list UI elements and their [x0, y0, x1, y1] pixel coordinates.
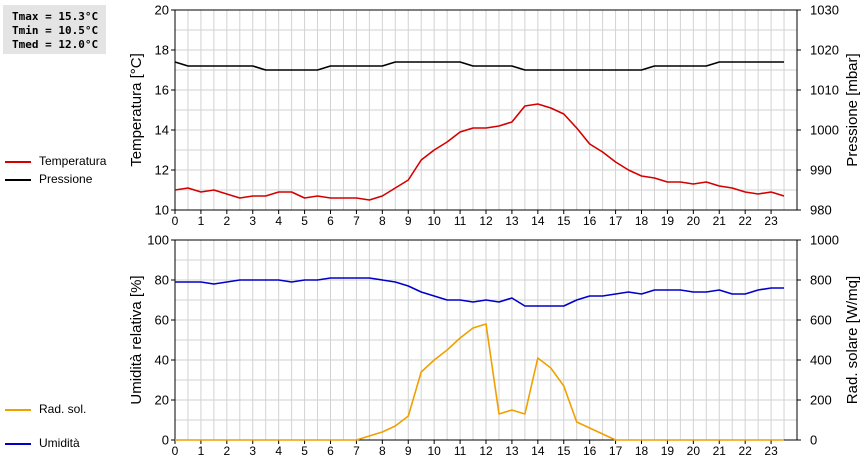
x-tick-label: 14: [531, 444, 545, 458]
y-left-tick-label: 0: [162, 433, 169, 448]
x-tick-label: 2: [223, 444, 230, 458]
y-left-axis-title: Umidità relativa [%]: [128, 275, 145, 404]
legend-label: Pressione: [39, 172, 93, 186]
y-right-tick-label: 1000: [810, 233, 839, 248]
y-right-tick-label: 980: [810, 203, 832, 218]
x-tick-label: 9: [405, 214, 412, 228]
x-tick-label: 8: [379, 214, 386, 228]
x-tick-label: 1: [198, 444, 205, 458]
x-tick-label: 22: [738, 444, 752, 458]
x-tick-label: 15: [557, 444, 571, 458]
legend-swatch: [5, 179, 31, 181]
y-left-tick-label: 100: [147, 233, 169, 248]
y-right-axis-title: Pressione [mbar]: [844, 53, 860, 166]
y-left-tick-label: 20: [155, 393, 169, 408]
x-tick-label: 5: [301, 444, 308, 458]
x-tick-label: 17: [609, 444, 623, 458]
y-right-axis-title: Rad. solare [W/mq]: [844, 276, 860, 404]
y-right-tick-label: 1000: [810, 123, 839, 138]
series-line-pressione: [174, 61, 784, 71]
y-right-tick-label: 1010: [810, 83, 839, 98]
x-tick-label: 23: [764, 214, 778, 228]
x-tick-label: 13: [505, 214, 519, 228]
x-tick-label: 2: [223, 214, 230, 228]
x-tick-label: 4: [275, 214, 282, 228]
x-tick-label: 17: [609, 214, 623, 228]
x-tick-label: 16: [583, 214, 597, 228]
legend-swatch: [5, 443, 31, 445]
y-right-tick-label: 0: [810, 433, 817, 448]
x-tick-label: 12: [479, 444, 493, 458]
x-tick-label: 11: [454, 214, 467, 228]
x-tick-label: 4: [275, 444, 282, 458]
x-tick-label: 10: [427, 444, 441, 458]
x-tick-label: 15: [557, 214, 571, 228]
x-tick-label: 12: [479, 214, 493, 228]
stat-tmed: Tmed = 12.0°C: [12, 38, 99, 51]
y-right-tick-label: 400: [810, 353, 832, 368]
stats-box: Tmax = 15.3°C Tmin = 10.5°C Tmed = 12.0°…: [3, 5, 106, 54]
x-tick-label: 11: [454, 444, 467, 458]
legend-label: Rad. sol.: [39, 402, 87, 416]
stat-tmax: Tmax = 15.3°C: [12, 10, 99, 23]
x-tick-label: 6: [327, 444, 334, 458]
series-line-temperatura: [174, 103, 785, 201]
x-tick-label: 18: [635, 444, 649, 458]
x-tick-label: 18: [635, 214, 649, 228]
legend-label: Umidità: [39, 436, 80, 450]
x-tick-label: 13: [505, 444, 519, 458]
series-line-rad-sol-: [175, 323, 784, 441]
y-left-tick-label: 14: [155, 123, 169, 138]
x-tick-label: 8: [379, 444, 386, 458]
x-tick-label: 7: [353, 444, 360, 458]
x-tick-label: 20: [687, 444, 701, 458]
y-right-tick-label: 600: [810, 313, 832, 328]
y-right-tick-label: 800: [810, 273, 832, 288]
y-left-tick-label: 18: [155, 43, 169, 58]
series-line-umidit-: [175, 277, 784, 307]
x-tick-label: 21: [713, 444, 727, 458]
y-right-tick-label: 1030: [810, 3, 839, 18]
x-tick-label: 9: [405, 444, 412, 458]
x-tick-label: 16: [583, 444, 597, 458]
stat-tmin: Tmin = 10.5°C: [12, 24, 99, 37]
y-left-tick-label: 12: [155, 163, 169, 178]
legend-swatch: [5, 161, 31, 163]
x-tick-label: 21: [713, 214, 727, 228]
x-tick-label: 3: [249, 444, 256, 458]
x-tick-label: 7: [353, 214, 360, 228]
legend-swatch: [5, 409, 31, 411]
y-left-tick-label: 60: [155, 313, 169, 328]
x-tick-label: 1: [198, 214, 205, 228]
y-left-tick-label: 40: [155, 353, 169, 368]
y-left-tick-label: 10: [155, 203, 169, 218]
x-tick-label: 3: [249, 214, 256, 228]
y-right-tick-label: 1020: [810, 43, 839, 58]
x-tick-label: 22: [738, 214, 752, 228]
x-tick-label: 19: [661, 214, 675, 228]
x-tick-label: 0: [172, 444, 179, 458]
y-left-tick-label: 20: [155, 3, 169, 18]
x-tick-label: 10: [427, 214, 441, 228]
x-tick-label: 20: [687, 214, 701, 228]
x-tick-label: 23: [764, 444, 778, 458]
x-tick-label: 6: [327, 214, 334, 228]
y-right-tick-label: 200: [810, 393, 832, 408]
y-right-tick-label: 990: [810, 163, 832, 178]
legend-label: Temperatura: [39, 154, 107, 168]
y-left-tick-label: 80: [155, 273, 169, 288]
y-left-axis-title: Temperatura [°C]: [128, 53, 145, 167]
x-tick-label: 0: [172, 214, 179, 228]
y-left-tick-label: 16: [155, 83, 169, 98]
x-tick-label: 5: [301, 214, 308, 228]
x-tick-label: 19: [661, 444, 675, 458]
x-tick-label: 14: [531, 214, 545, 228]
